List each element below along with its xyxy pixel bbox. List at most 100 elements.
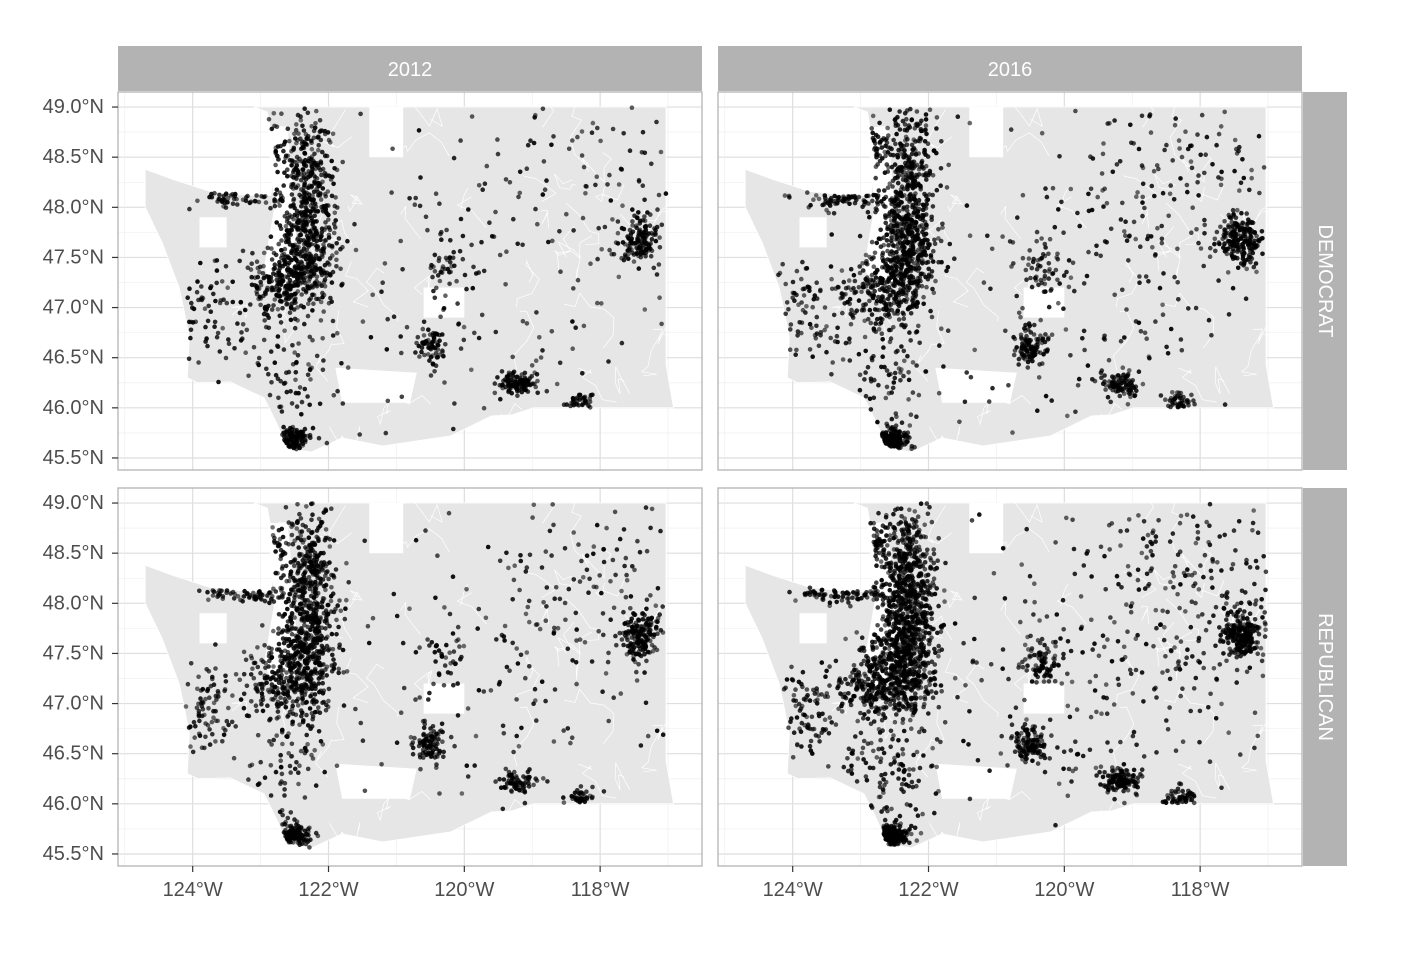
- precinct-point: [289, 227, 295, 233]
- precinct-point: [1103, 382, 1108, 388]
- precinct-point: [802, 286, 807, 291]
- precinct-point: [220, 596, 226, 601]
- precinct-point: [1122, 335, 1127, 340]
- precinct-point: [792, 290, 797, 296]
- precinct-point: [195, 279, 200, 284]
- precinct-point: [407, 196, 412, 201]
- precinct-point: [887, 181, 893, 186]
- precinct-point: [497, 558, 503, 564]
- precinct-point: [1178, 337, 1184, 342]
- precinct-point: [336, 236, 342, 241]
- precinct-point: [905, 179, 910, 185]
- precinct-point: [331, 609, 337, 615]
- precinct-point: [1201, 263, 1206, 269]
- precinct-point: [295, 225, 300, 230]
- precinct-point: [648, 253, 654, 259]
- precinct-point: [457, 644, 462, 649]
- precinct-point: [288, 267, 294, 273]
- precinct-point: [873, 275, 879, 280]
- precinct-point: [316, 256, 321, 262]
- precinct-point: [822, 193, 828, 198]
- precinct-point: [254, 193, 259, 198]
- precinct-point: [285, 262, 290, 268]
- precinct-point: [344, 560, 349, 566]
- precinct-point: [269, 257, 275, 262]
- precinct-point: [824, 324, 829, 329]
- precinct-point: [867, 396, 873, 402]
- precinct-point: [292, 212, 298, 218]
- precinct-point: [800, 259, 805, 265]
- precinct-point: [932, 241, 938, 247]
- precinct-point: [278, 664, 283, 670]
- precinct-points: [776, 106, 1267, 452]
- precinct-point: [1149, 183, 1155, 189]
- precinct-point: [860, 268, 866, 273]
- precinct-point: [878, 320, 884, 326]
- precinct-point: [289, 158, 295, 163]
- precinct-point: [206, 597, 211, 603]
- precinct-point: [1102, 186, 1107, 192]
- precinct-point: [417, 695, 423, 700]
- precinct-point: [307, 706, 313, 711]
- precinct-point: [1153, 252, 1158, 257]
- precinct-point: [905, 306, 911, 312]
- precinct-point: [441, 307, 446, 312]
- precinct-point: [1186, 399, 1192, 405]
- precinct-point: [334, 264, 339, 269]
- precinct-point: [930, 173, 936, 178]
- precinct-point: [248, 302, 253, 307]
- precinct-point: [1142, 330, 1148, 336]
- precinct-point: [230, 279, 235, 285]
- precinct-point: [829, 276, 834, 282]
- precinct-point: [1159, 223, 1164, 229]
- precinct-point: [284, 219, 290, 224]
- precinct-point: [466, 207, 471, 212]
- precinct-point: [615, 230, 621, 236]
- precinct-point: [295, 167, 300, 173]
- precinct-point: [326, 203, 331, 208]
- precinct-point: [1250, 250, 1256, 256]
- precinct-point: [302, 275, 308, 280]
- precinct-point: [864, 275, 870, 280]
- precinct-point: [829, 372, 834, 377]
- precinct-point: [1039, 255, 1044, 261]
- precinct-point: [1043, 332, 1048, 337]
- precinct-point: [790, 279, 796, 285]
- precinct-point: [1081, 328, 1087, 334]
- precinct-point: [840, 198, 845, 204]
- precinct-point: [302, 622, 307, 628]
- precinct-point: [829, 232, 834, 237]
- precinct-point: [828, 335, 833, 341]
- precinct-point: [634, 223, 639, 228]
- precinct-point: [1171, 197, 1177, 202]
- precinct-point: [307, 209, 313, 214]
- precinct-point: [923, 123, 929, 128]
- precinct-point: [275, 157, 281, 162]
- precinct-point: [400, 640, 406, 646]
- precinct-point: [288, 389, 293, 394]
- precinct-point: [608, 617, 613, 622]
- precinct-point: [302, 426, 308, 432]
- precinct-point: [1003, 328, 1008, 334]
- precinct-point: [955, 114, 961, 119]
- precinct-point: [1016, 362, 1021, 367]
- precinct-point: [885, 125, 890, 131]
- precinct-point: [799, 330, 804, 336]
- precinct-point: [226, 705, 231, 711]
- precinct-point: [908, 338, 913, 343]
- precinct-point: [193, 319, 198, 325]
- precinct-point: [866, 193, 871, 199]
- precinct-point: [197, 588, 202, 594]
- precinct-point: [903, 134, 909, 140]
- precinct-point: [427, 358, 432, 363]
- precinct-point: [432, 269, 438, 274]
- precinct-point: [891, 213, 896, 219]
- precinct-point: [1147, 112, 1153, 117]
- precinct-point: [308, 435, 313, 441]
- precinct-point: [644, 597, 650, 603]
- precinct-point: [640, 241, 645, 246]
- precinct-point: [811, 197, 816, 202]
- precinct-point: [1226, 312, 1232, 317]
- precinct-point: [208, 309, 214, 314]
- precinct-point: [214, 334, 220, 340]
